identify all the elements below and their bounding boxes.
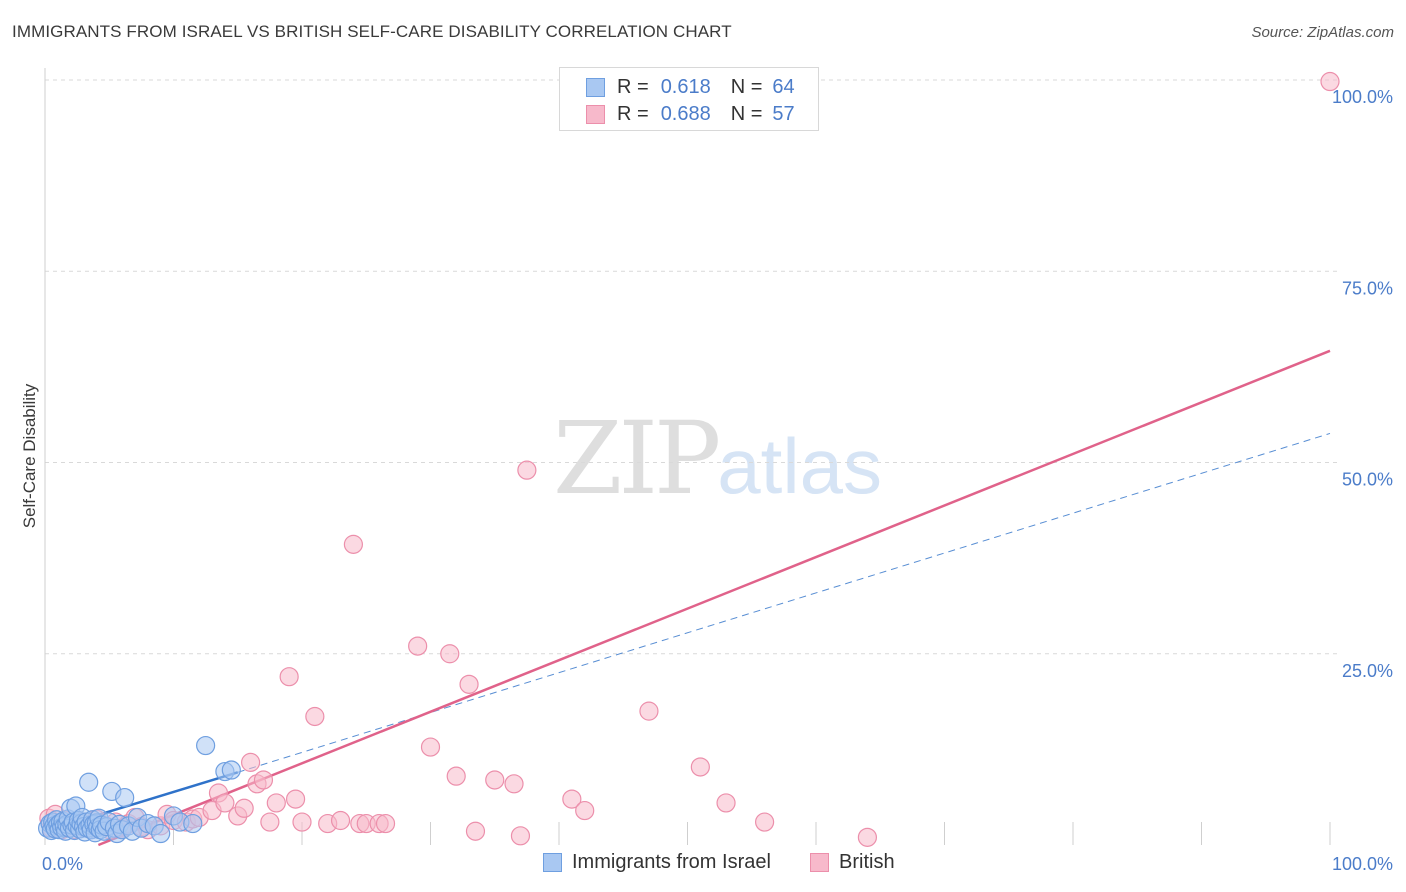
point-british: [234, 798, 254, 818]
point-british: [253, 770, 274, 790]
point-british: [408, 636, 428, 656]
point-british: [459, 674, 479, 694]
point-british: [266, 793, 286, 813]
legend-row-israel: R = 0.618 N = 64: [586, 75, 795, 99]
point-israel: [221, 760, 241, 780]
point-israel: [115, 787, 135, 808]
legend-row-british: R = 0.688 N = 57: [586, 102, 795, 126]
source-label: Source: ZipAtlas.com: [1251, 24, 1394, 41]
points-british: [39, 71, 1340, 847]
point-british: [716, 793, 736, 813]
point-british: [562, 789, 582, 809]
y-tick-labels: 25.0% 50.0% 75.0% 100.0%: [1332, 87, 1393, 681]
point-british: [1320, 71, 1340, 92]
point-british: [215, 793, 235, 813]
point-british: [857, 827, 878, 847]
point-british: [446, 766, 466, 786]
point-british: [639, 701, 659, 721]
point-british: [330, 810, 351, 831]
legend: R = 0.618 N = 64 R = 0.688 N = 57: [559, 67, 819, 131]
legend-r-value: 0.618: [660, 75, 711, 98]
bottom-legend-swatch-israel: [543, 853, 562, 872]
legend-n-label: N =: [730, 75, 763, 98]
point-british: [440, 644, 460, 664]
chart-title: IMMIGRANTS FROM ISRAEL VS BRITISH SELF-C…: [12, 22, 732, 41]
point-british: [485, 770, 505, 790]
x-tick-marks: [173, 822, 1331, 845]
trend-solid-british: [97, 349, 1331, 847]
bottom-legend-israel: Immigrants from Israel: [543, 851, 771, 874]
bottom-legend-british: British: [810, 851, 895, 874]
point-british: [690, 757, 710, 777]
point-israel: [196, 735, 216, 756]
point-british: [285, 789, 306, 809]
y-tick-label: 100.0%: [1332, 87, 1393, 107]
point-british: [465, 821, 486, 841]
point-british: [517, 460, 537, 480]
trend-extension-israel: [237, 432, 1331, 773]
points-israel: [37, 735, 241, 844]
trend-line-british: [97, 349, 1331, 847]
bottom-legend: Immigrants from Israel British: [0, 851, 1406, 877]
legend-n-value: 64: [772, 75, 795, 98]
point-british: [305, 706, 325, 727]
legend-r-label: R =: [617, 102, 649, 125]
point-british: [510, 826, 531, 846]
y-tick-label: 25.0%: [1342, 661, 1393, 681]
point-israel: [183, 813, 203, 834]
point-british: [279, 667, 299, 687]
legend-swatch-israel: [586, 77, 605, 97]
point-british: [241, 752, 261, 772]
y-axis-label: Self-Care Disability: [20, 383, 39, 528]
point-israel: [151, 823, 171, 844]
bottom-legend-label-israel: Immigrants from Israel: [572, 851, 771, 873]
bottom-legend-label-british: British: [839, 851, 895, 873]
grid-lines: [45, 79, 1340, 655]
watermark-zip: ZIP: [553, 400, 721, 517]
legend-r-label: R =: [617, 75, 649, 98]
point-british: [575, 800, 595, 821]
point-british: [343, 534, 363, 554]
legend-swatch-british: [586, 104, 605, 124]
watermark: ZIPatlas: [553, 400, 882, 517]
legend-r-value: 0.688: [660, 102, 711, 125]
bottom-legend-swatch-british: [810, 853, 829, 872]
y-tick-label: 50.0%: [1342, 470, 1393, 490]
point-british: [754, 812, 775, 832]
watermark-atlas: atlas: [717, 422, 883, 510]
legend-n-label: N =: [730, 102, 763, 125]
point-british: [260, 812, 280, 832]
point-british: [420, 737, 441, 757]
point-british: [292, 812, 312, 832]
y-tick-label: 75.0%: [1342, 278, 1393, 298]
legend-n-value: 57: [772, 102, 795, 125]
point-israel: [79, 772, 99, 792]
x-tick-label-max: 100.0%: [1332, 854, 1393, 874]
point-british: [375, 813, 396, 834]
point-british: [504, 774, 524, 794]
x-tick-label-min: 0.0%: [42, 854, 83, 874]
